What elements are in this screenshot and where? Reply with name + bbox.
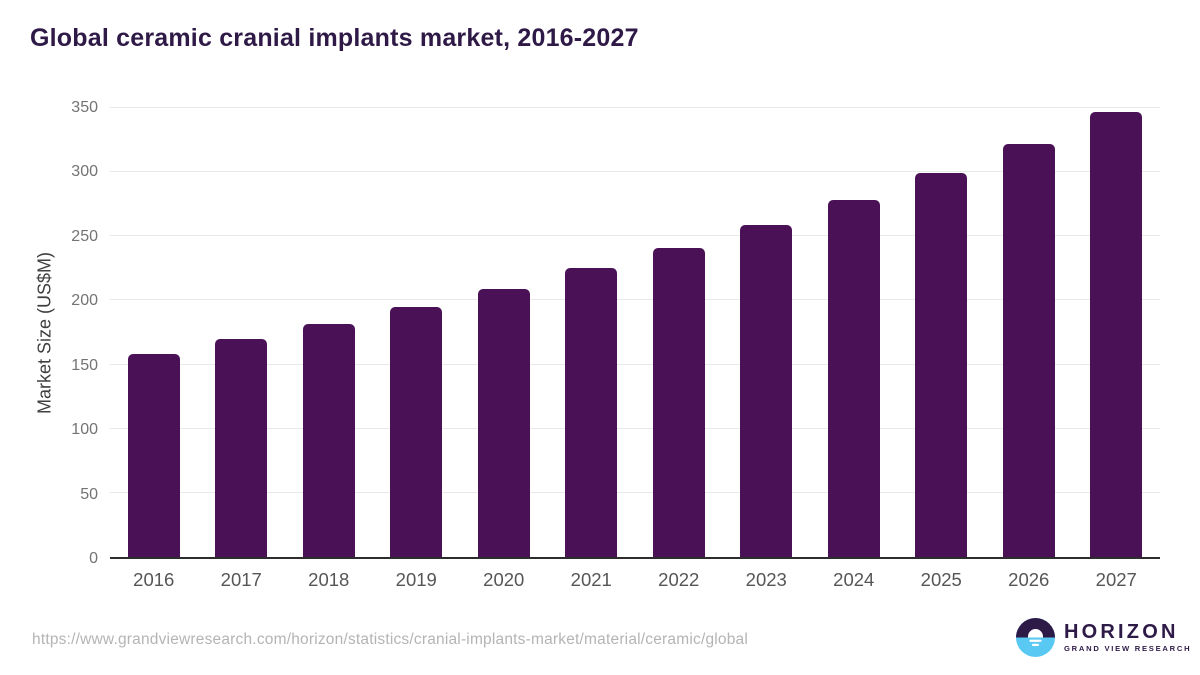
horizon-logo: HORIZON GRAND VIEW RESEARCH — [1016, 618, 1191, 657]
bar-slot-2020 — [460, 108, 548, 557]
y-tick-label-200: 200 — [71, 292, 98, 310]
bar-2027 — [1090, 111, 1143, 557]
bar-slot-2017 — [198, 108, 286, 557]
x-tick-label-2022: 2022 — [658, 569, 700, 590]
bar-2019 — [390, 306, 443, 557]
x-tick-label-2018: 2018 — [308, 569, 350, 590]
x-tick-label-2024: 2024 — [833, 569, 875, 590]
bar-2021 — [565, 268, 618, 557]
gridline-300 — [110, 171, 1160, 173]
bar-slot-2026 — [985, 108, 1073, 557]
x-tick-label-2023: 2023 — [745, 569, 787, 590]
horizon-logo-text: HORIZON GRAND VIEW RESEARCH — [1064, 622, 1191, 653]
page-title: Global ceramic cranial implants market, … — [30, 24, 639, 52]
bar-slot-2024 — [810, 108, 898, 557]
x-tick-label-2016: 2016 — [133, 569, 175, 590]
x-tick-label-2027: 2027 — [1095, 569, 1137, 590]
bar-slot-2021 — [548, 108, 636, 557]
bar-slot-2025 — [898, 108, 986, 557]
bar-2020 — [477, 288, 530, 557]
x-tick-label-2020: 2020 — [483, 569, 525, 590]
gridline-200 — [110, 299, 1160, 301]
bar-2024 — [827, 200, 880, 557]
x-tick-label-2021: 2021 — [570, 569, 612, 590]
gridline-50 — [110, 491, 1160, 493]
bar-2026 — [1002, 143, 1055, 557]
x-tick-label-2026: 2026 — [1008, 569, 1050, 590]
bar-slot-2023 — [723, 108, 811, 557]
bar-2025 — [915, 173, 968, 557]
bar-2022 — [652, 247, 705, 557]
x-tick-label-2019: 2019 — [395, 569, 437, 590]
plot-area — [110, 107, 1160, 559]
y-axis-tick-labels: 0 50 100 150 200 250 300 350 — [0, 100, 98, 567]
y-tick-label-350: 350 — [71, 99, 98, 116]
bar-slot-2027 — [1073, 108, 1161, 557]
gridline-250 — [110, 235, 1160, 237]
bar-2017 — [215, 338, 268, 557]
gridline-350 — [110, 107, 1160, 108]
bar-slot-2018 — [285, 108, 373, 557]
bar-slot-2019 — [373, 108, 461, 557]
y-tick-label-100: 100 — [71, 421, 98, 439]
y-tick-label-250: 250 — [71, 227, 98, 245]
gridline-100 — [110, 427, 1160, 429]
bar-2018 — [302, 323, 355, 557]
bar-slot-2016 — [110, 108, 198, 557]
horizon-sun-icon — [1016, 618, 1055, 657]
bar-slot-2022 — [635, 108, 723, 557]
bar-series — [110, 108, 1160, 557]
bar-2016 — [127, 354, 180, 557]
y-tick-label-0: 0 — [89, 550, 98, 567]
y-tick-label-300: 300 — [71, 163, 98, 181]
x-tick-label-2017: 2017 — [220, 569, 262, 590]
source-url: https://www.grandviewresearch.com/horizo… — [32, 631, 749, 648]
horizon-logo-name: HORIZON — [1064, 621, 1179, 644]
x-tick-label-2025: 2025 — [920, 569, 962, 590]
gridline-150 — [110, 363, 1160, 365]
y-tick-label-50: 50 — [80, 485, 98, 503]
y-tick-label-150: 150 — [71, 356, 98, 374]
x-axis-tick-labels: 2016 2017 2018 2019 2020 2021 2022 2023 2024 2025… — [110, 563, 1160, 591]
bar-2023 — [740, 224, 793, 557]
horizon-logo-subtitle: GRAND VIEW RESEARCH — [1064, 644, 1192, 654]
